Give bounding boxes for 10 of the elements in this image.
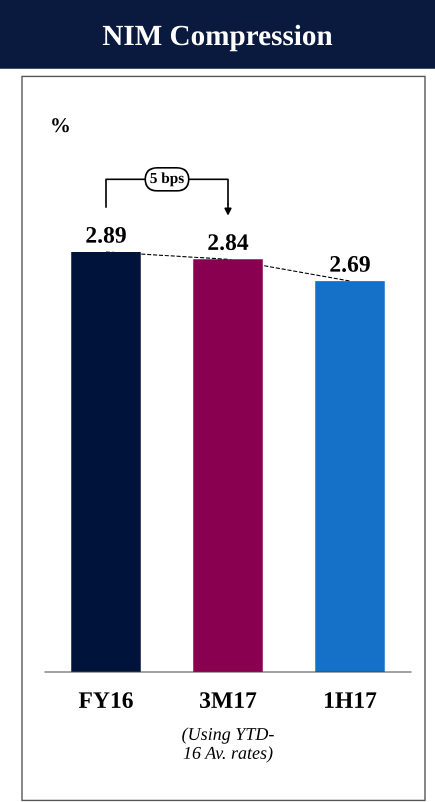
chart-title: NIM Compression — [102, 24, 332, 52]
data-label: 2.84 — [208, 234, 248, 250]
data-label: 2.69 — [330, 256, 370, 272]
text: (Using YTD- 16 Av. rates) — [182, 727, 274, 763]
text: 5 bps — [150, 172, 184, 186]
text: % — [52, 118, 69, 132]
x-tick-label: 1H17 — [325, 692, 376, 708]
data-label: 2.89 — [86, 226, 126, 243]
x-tick-label: 3M17 — [200, 692, 256, 708]
x-tick-label: FY16 — [78, 692, 133, 708]
